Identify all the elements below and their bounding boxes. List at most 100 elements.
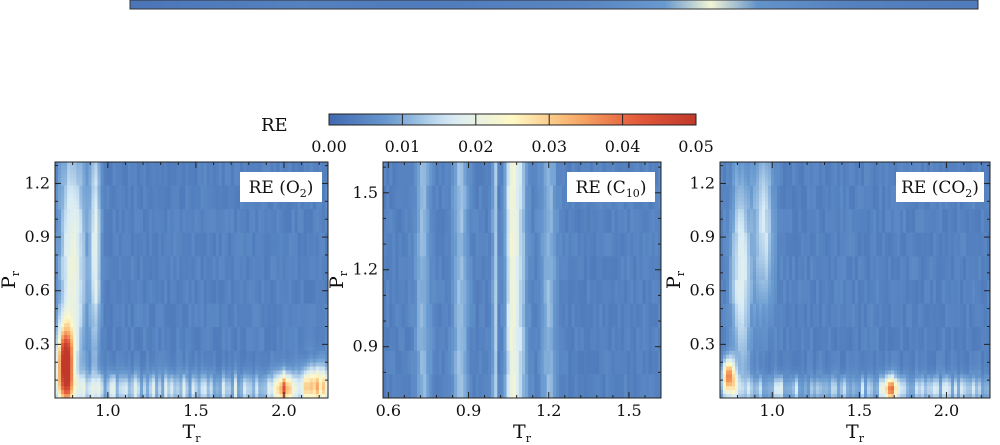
heatmap-cell (188, 346, 193, 352)
heatmap-cell (70, 256, 74, 261)
heatmap-cell (127, 240, 132, 246)
heatmap-cell (170, 232, 174, 238)
heatmap-cell (103, 228, 108, 234)
heatmap-cell (194, 264, 199, 269)
heatmap-cell (291, 221, 296, 226)
heatmap-cell (297, 201, 302, 206)
heatmap-cell (152, 197, 156, 202)
heatmap-cell (300, 295, 305, 301)
heatmap-cell (252, 268, 256, 273)
heatmap-cell (136, 205, 141, 210)
heatmap-cell (109, 370, 114, 375)
heatmap-cell (112, 295, 117, 301)
heatmap-cell (155, 224, 159, 230)
heatmap-cell (276, 244, 281, 250)
heatmap-cell (194, 339, 199, 344)
heatmap-cell (321, 264, 326, 269)
heatmap-cell (215, 209, 220, 214)
heatmap-cell (70, 295, 74, 301)
heatmap-cell (233, 268, 238, 273)
heatmap-cell (264, 295, 268, 301)
heatmap-cell (158, 299, 162, 305)
heatmap-cell (167, 268, 171, 273)
heatmap-cell (88, 189, 92, 195)
heatmap-cell (270, 335, 274, 340)
heatmap-cell (67, 342, 71, 348)
heatmap-cell (161, 232, 165, 238)
heatmap-cell (300, 327, 305, 332)
heatmap-cell (221, 193, 226, 198)
heatmap-cell (146, 209, 150, 214)
heatmap-cell (255, 221, 259, 226)
heatmap-cell (294, 165, 299, 171)
heatmap-cell (170, 185, 174, 191)
heatmap-cell (209, 221, 214, 226)
heatmap-cell (176, 346, 180, 352)
heatmap-cell (124, 362, 129, 368)
heatmap-cell (227, 177, 232, 183)
heatmap-cell (61, 268, 65, 273)
heatmap-cell (261, 358, 265, 364)
heatmap-cell (285, 311, 290, 316)
heatmap-cell (315, 287, 320, 293)
heatmap-cell (88, 335, 92, 340)
heatmap-cell (318, 268, 323, 273)
heatmap-cell (197, 232, 202, 238)
heatmap-cell (133, 252, 138, 257)
heatmap-cell (167, 205, 171, 210)
heatmap-cell (309, 260, 314, 265)
heatmap-cell (267, 362, 271, 368)
heatmap-cell (152, 252, 156, 257)
heatmap-cell (297, 165, 302, 171)
heatmap-cell (249, 327, 253, 332)
heatmap-cell (149, 295, 153, 301)
heatmap-cell (133, 335, 138, 340)
heatmap-cell (106, 366, 111, 372)
heatmap-cell (149, 370, 153, 375)
heatmap-cell (136, 201, 141, 206)
heatmap-cell (197, 221, 202, 226)
heatmap-cell (279, 272, 284, 277)
heatmap-cell (109, 350, 114, 356)
heatmap-cell (270, 280, 274, 285)
heatmap-cell (85, 299, 89, 305)
heatmap-cell (194, 331, 199, 336)
colorbar-bar (328, 113, 697, 126)
colorbar-tick-label: 0.04 (605, 137, 641, 156)
heatmap-cell (291, 244, 296, 250)
heatmap-cell (139, 339, 144, 344)
heatmap-cell (70, 276, 74, 281)
heatmap-cell (315, 162, 320, 167)
heatmap-cell (152, 303, 156, 309)
heatmap-cell (91, 287, 96, 293)
heatmap-cell (300, 358, 305, 364)
heatmap-cell (267, 205, 271, 210)
heatmap-cell (127, 339, 132, 344)
heatmap-cell (176, 260, 180, 265)
heatmap-cell (273, 248, 278, 254)
heatmap-cell (209, 307, 214, 313)
heatmap-cell (249, 362, 253, 368)
heatmap-cell (167, 339, 171, 344)
heatmap-cell (152, 173, 156, 179)
heatmap-cell (58, 370, 62, 375)
heatmap-cell (167, 162, 171, 167)
heatmap-cell (76, 260, 80, 265)
heatmap-cell (133, 276, 138, 281)
heatmap-cell (179, 350, 183, 356)
heatmap-cell (58, 165, 62, 171)
heatmap-cell (97, 193, 102, 198)
heatmap-cell (285, 283, 290, 289)
heatmap-cell (200, 280, 205, 285)
heatmap-cell (106, 272, 111, 277)
heatmap-cell (142, 299, 147, 305)
heatmap-cell (221, 256, 226, 261)
heatmap-cell (233, 350, 238, 356)
heatmap-cell (300, 201, 305, 206)
heatmap-cell (85, 307, 89, 313)
heatmap-cell (115, 335, 120, 340)
heatmap-cell (288, 370, 293, 375)
heatmap-cell (179, 370, 183, 375)
heatmap-cell (173, 287, 177, 293)
heatmap-cell (200, 173, 205, 179)
